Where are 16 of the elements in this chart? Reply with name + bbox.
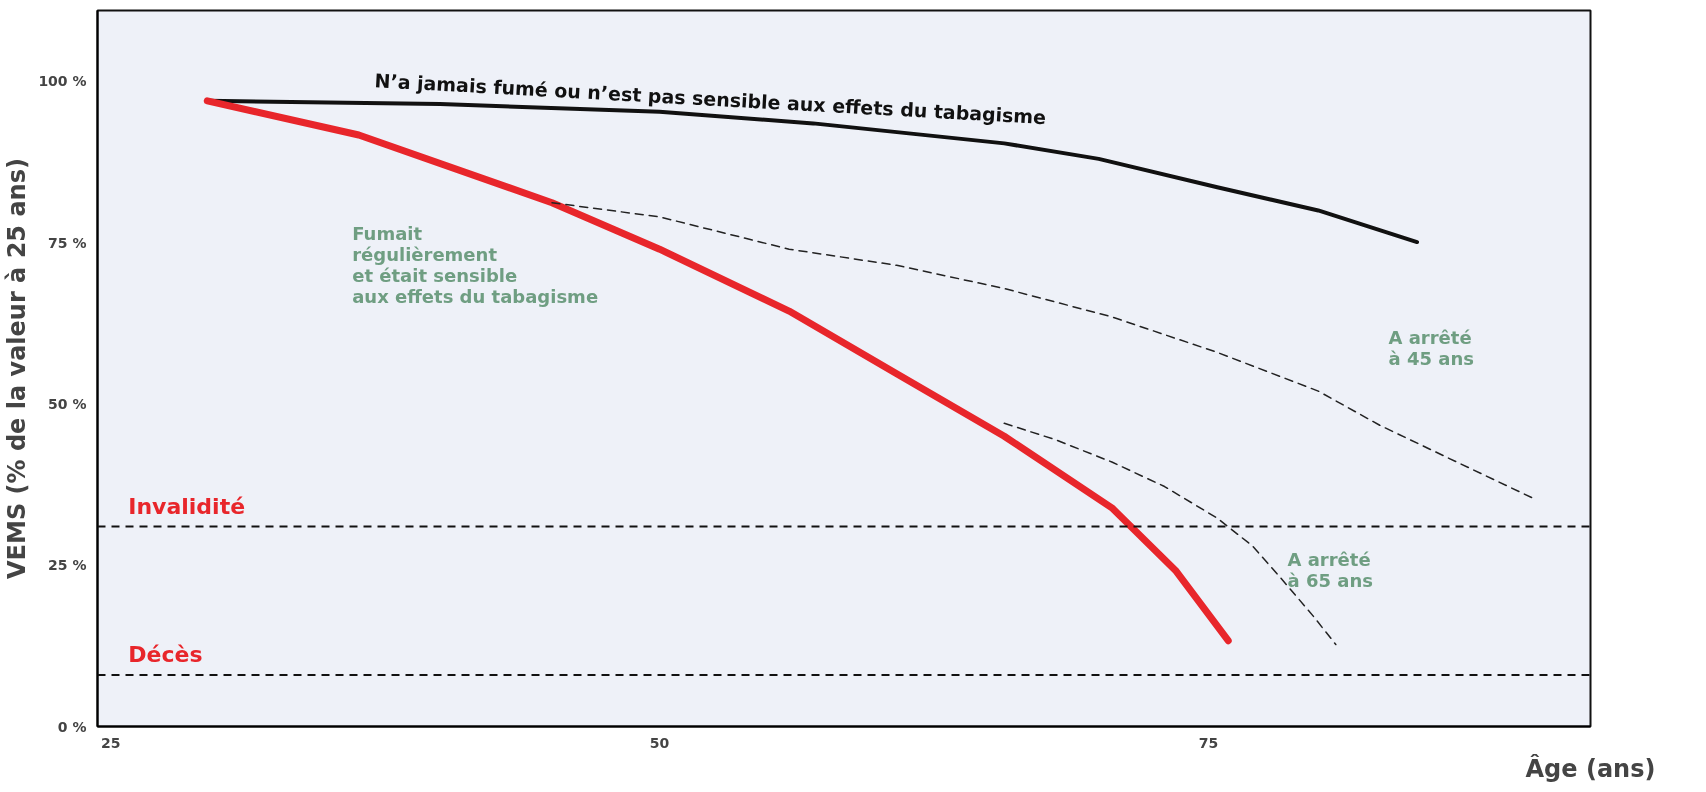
- y-tick-label: 100 %: [38, 73, 87, 90]
- series-label: Fumait régulièrement et était sensible aux effets du tabagisme: [352, 223, 599, 308]
- series-label: N’a jamais fumé ou n’est pas sensible aux effets du tabagisme: [374, 69, 1047, 129]
- x-tick-label: 25: [100, 734, 121, 751]
- y-tick-label: 25 %: [48, 557, 87, 574]
- y-tick-label: 50 %: [48, 395, 87, 412]
- x-tick-label: 75: [1198, 734, 1219, 751]
- ref-line-label: Décès: [128, 642, 203, 668]
- y-tick-label: 0 %: [57, 718, 87, 735]
- y-tick-label: 75 %: [48, 234, 87, 251]
- text: A arrêté à 45 ans: [1388, 326, 1474, 369]
- x-axis-title: Âge (ans): [1525, 753, 1656, 783]
- x-tick-label: 50: [649, 734, 670, 751]
- ref-line-label: Invalidité: [128, 493, 246, 519]
- y-axis-title: VEMS (% de la valeur à 25 ans): [3, 158, 32, 579]
- series-label: A arrêté à 65 ans: [1287, 549, 1373, 592]
